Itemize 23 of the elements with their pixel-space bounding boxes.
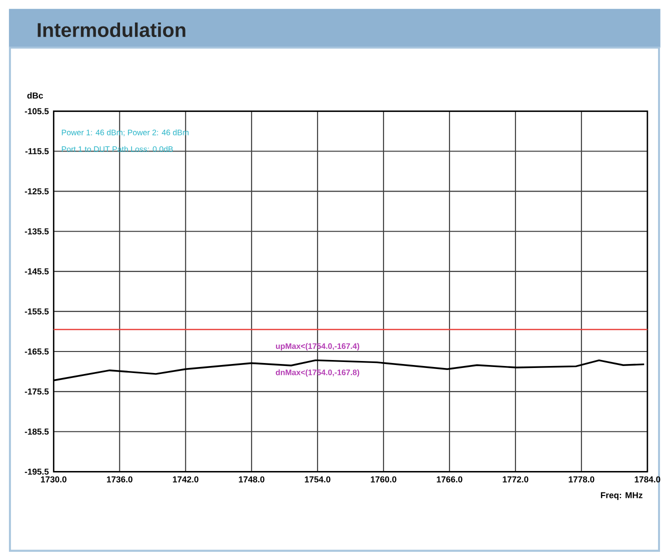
y-tick-label: -115.5 [25, 148, 49, 154]
x-tick-label: 1760.0 [370, 476, 396, 482]
x-tick-label: 1784.0 [634, 476, 660, 482]
x-tick-label: 1778.0 [568, 476, 594, 482]
x-tick-label: 1754.0 [304, 476, 330, 482]
y-tick-label: -165.5 [24, 348, 49, 355]
x-tick-label: 1730.0 [41, 476, 66, 482]
x-tick-label: 1736.0 [106, 476, 132, 482]
y-tick-label: -195.5 [24, 468, 49, 475]
y-axis-title: dBc [27, 92, 43, 99]
y-tick-label: -125.5 [24, 188, 49, 194]
y-tick-label: -175.5 [24, 388, 49, 395]
y-tick-label: -145.5 [24, 268, 49, 274]
y-tick-label: -105.5 [24, 108, 49, 114]
x-tick-label: 1748.0 [238, 476, 264, 482]
y-tick-label: -185.5 [24, 428, 49, 435]
x-tick-label: 1742.0 [172, 476, 198, 482]
x-axis-title: Freq: MHz [600, 492, 642, 500]
chart-title: Intermodulation [38, 22, 186, 38]
x-tick-label: 1766.0 [436, 476, 462, 482]
y-tick-label: -155.5 [24, 308, 49, 314]
x-tick-label: 1772.0 [502, 476, 528, 482]
y-tick-label: -135.5 [24, 228, 49, 234]
